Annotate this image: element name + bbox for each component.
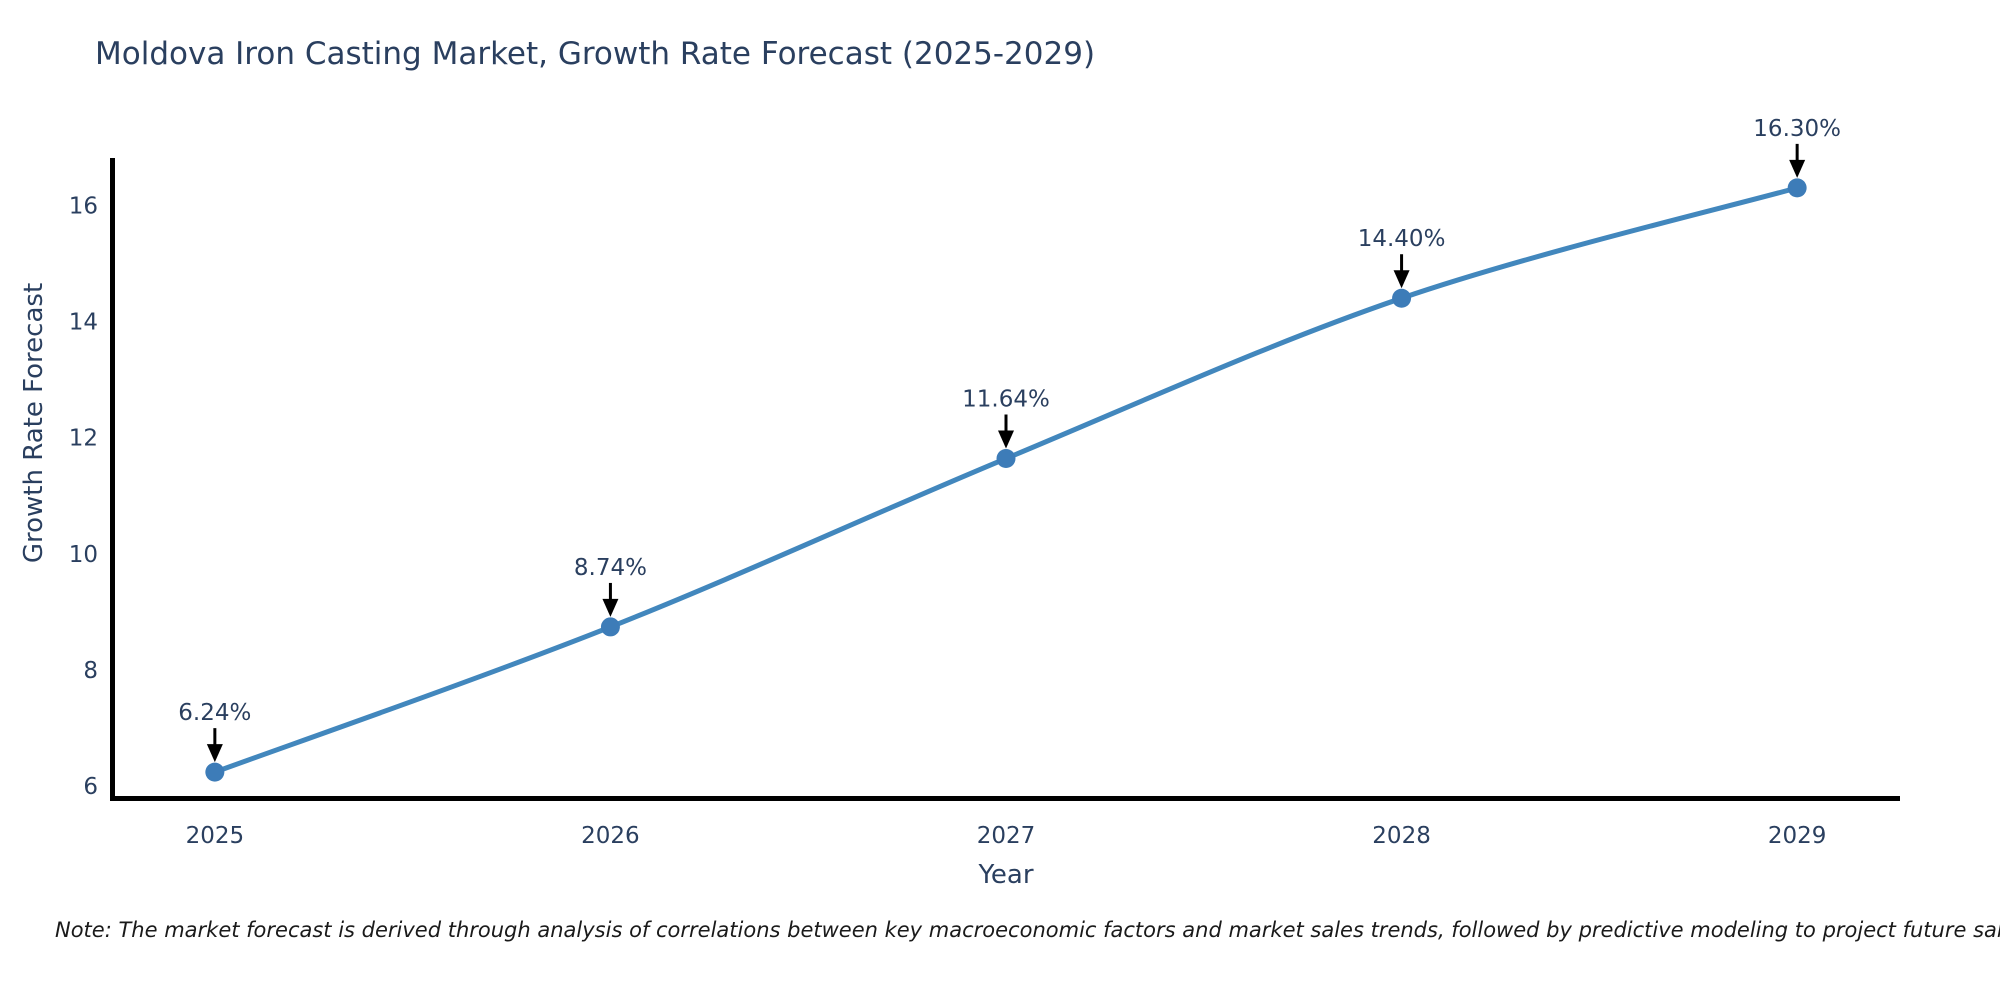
point-annotation: 16.30% xyxy=(1753,116,1841,178)
annotation-arrowhead-icon xyxy=(1789,159,1806,178)
footnote: Note: The market forecast is derived thr… xyxy=(55,918,2000,942)
point-annotation: 11.64% xyxy=(962,387,1050,449)
data-point-marker[interactable] xyxy=(205,762,225,782)
series-layer xyxy=(205,178,1807,782)
annotation-label: 8.74% xyxy=(574,555,647,581)
y-tick-label: 6 xyxy=(83,774,98,800)
data-point-marker[interactable] xyxy=(996,449,1016,469)
x-tick-label: 2025 xyxy=(186,823,245,849)
y-tick-label: 8 xyxy=(83,658,98,684)
annotation-arrowhead-icon xyxy=(1393,270,1410,289)
x-tick-label: 2027 xyxy=(977,823,1036,849)
chart-title: Moldova Iron Casting Market, Growth Rate… xyxy=(95,36,1096,72)
annotation-label: 16.30% xyxy=(1753,116,1841,142)
point-annotation: 8.74% xyxy=(574,555,647,617)
annotation-layer: 6.24% 8.74% 11.64% 14.40% 16.30% xyxy=(178,116,1841,763)
annotation-arrowhead-icon xyxy=(998,430,1014,449)
x-axis-title: Year xyxy=(978,860,1034,890)
annotation-label: 11.64% xyxy=(962,387,1050,413)
x-tick-label: 2028 xyxy=(1372,823,1431,849)
data-point-marker[interactable] xyxy=(600,617,620,637)
point-annotation: 6.24% xyxy=(178,700,251,763)
annotation-arrowhead-icon xyxy=(206,744,223,763)
annotation-label: 14.40% xyxy=(1358,226,1446,252)
y-axis-title: Growth Rate Forecast xyxy=(19,282,49,564)
data-point-marker[interactable] xyxy=(1392,288,1412,308)
y-tick-label: 10 xyxy=(69,542,98,568)
annotation-arrowhead-icon xyxy=(602,598,619,617)
y-tick-label: 14 xyxy=(69,309,98,335)
y-tick-label: 16 xyxy=(69,193,98,219)
data-point-marker[interactable] xyxy=(1787,178,1807,198)
x-tick-label: 2029 xyxy=(1768,823,1827,849)
tick-label-layer: 6 8 10 12 14 16 2025 2026 2027 2028 2029 xyxy=(69,193,1827,849)
y-tick-label: 12 xyxy=(69,426,98,452)
annotation-label: 6.24% xyxy=(178,700,251,726)
x-tick-label: 2026 xyxy=(581,823,640,849)
point-annotation: 14.40% xyxy=(1358,226,1446,289)
forecast-line xyxy=(212,185,1800,775)
